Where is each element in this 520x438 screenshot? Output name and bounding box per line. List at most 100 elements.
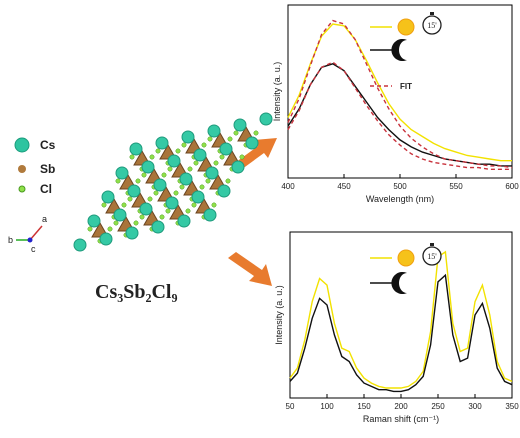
moon-icon (391, 272, 407, 294)
cl-atom (225, 178, 231, 184)
cl-atom (227, 136, 233, 142)
sb-atom (18, 165, 26, 173)
x-axis-label: Raman shift (cm⁻¹) (363, 414, 439, 424)
cl-atom (161, 172, 167, 178)
cs-atom (233, 118, 247, 132)
cs-atom (259, 112, 273, 126)
cl-atom (175, 148, 181, 154)
cs-atom (125, 226, 139, 240)
data-line (289, 273, 513, 393)
sun-icon (397, 18, 415, 36)
axis-label: c (31, 244, 36, 254)
cs-atom (115, 166, 129, 180)
cs-atom (155, 136, 169, 150)
cl-atom (181, 142, 187, 148)
atom-label: Cs (40, 138, 56, 152)
cs-atom (191, 190, 205, 204)
cs-atom (179, 172, 193, 186)
moon-icon (391, 38, 407, 62)
x-tick-label: 100 (320, 402, 334, 411)
data-line (287, 63, 512, 167)
cl-atom (187, 166, 193, 172)
cs-atom (245, 136, 259, 150)
cs-atom (167, 154, 181, 168)
cs-atom (165, 196, 179, 210)
x-tick-label: 300 (468, 402, 482, 411)
cs-atom (153, 178, 167, 192)
data-line (289, 250, 513, 389)
cs-atom (99, 232, 113, 246)
x-tick-label: 250 (431, 402, 445, 411)
axis-origin (27, 237, 33, 243)
cs-atom (87, 214, 101, 228)
cl-atom (239, 154, 245, 160)
x-tick-label: 450 (337, 182, 351, 191)
cl-atom (87, 226, 93, 232)
cl-atom (115, 178, 121, 184)
cs-atom (139, 202, 153, 216)
y-axis-label: Intensity (a. u.) (274, 285, 284, 345)
cl-atom (107, 226, 113, 232)
cs-atom (113, 208, 127, 222)
crystal-structure (73, 112, 273, 252)
x-tick-label: 50 (286, 402, 295, 411)
cs-atom (181, 130, 195, 144)
formula: Cs₃Sb₂Cl₉ (95, 281, 177, 303)
data-line (287, 61, 512, 170)
cl-atom (205, 178, 211, 184)
cl-atom (253, 130, 259, 136)
cl-atom (185, 208, 191, 214)
cl-atom (193, 160, 199, 166)
cl-atom (179, 184, 185, 190)
cs-atom (205, 166, 219, 180)
atom-label: Sb (40, 162, 55, 176)
x-axis-label: Wavelength (nm) (366, 194, 434, 204)
cl-atom (155, 148, 161, 154)
x-tick-label: 200 (394, 402, 408, 411)
sun-icon (397, 249, 415, 267)
cl-atom (165, 208, 171, 214)
cl-atom (191, 202, 197, 208)
timer-icon (430, 12, 434, 15)
cs-atom (141, 160, 155, 174)
cl-atom (153, 190, 159, 196)
x-tick-label: 500 (393, 182, 407, 191)
cl-atom (113, 220, 119, 226)
axis-label: a (42, 214, 47, 224)
cl-atom (147, 196, 153, 202)
cs-atom (129, 142, 143, 156)
cs-atom (207, 124, 221, 138)
cs-atom (203, 208, 217, 222)
cl-atom (219, 154, 225, 160)
data-line (287, 23, 512, 162)
arrow (228, 252, 272, 286)
atom-label: Cl (40, 182, 52, 196)
timer-label: 15' (427, 252, 437, 261)
cs-atom (219, 142, 233, 156)
cl-atom (167, 166, 173, 172)
cs-atom (127, 184, 141, 198)
y-axis-label: Intensity (a. u.) (272, 62, 282, 122)
axis-arrow (29, 225, 43, 241)
cs-atom (151, 220, 165, 234)
axis-label: b (8, 235, 13, 245)
cl-atom (121, 202, 127, 208)
cl-atom (149, 154, 155, 160)
x-tick-label: 350 (505, 402, 519, 411)
cs-atom (73, 238, 87, 252)
cl-atom (133, 220, 139, 226)
cs-atom (14, 137, 30, 153)
x-tick-label: 550 (449, 182, 463, 191)
cl-atom (199, 184, 205, 190)
x-tick-label: 400 (281, 182, 295, 191)
cl-atom (207, 136, 213, 142)
cl-atom (135, 178, 141, 184)
cl-atom (233, 130, 239, 136)
timer-label: 15' (427, 21, 437, 30)
cl-atom (139, 214, 145, 220)
cl-atom (127, 196, 133, 202)
cs-atom (193, 148, 207, 162)
cl-atom (141, 172, 147, 178)
cl-atom (101, 202, 107, 208)
